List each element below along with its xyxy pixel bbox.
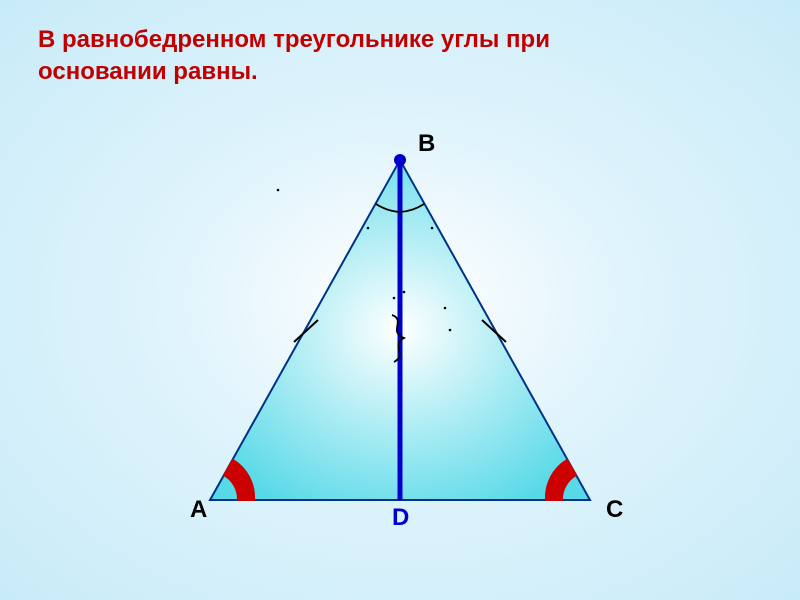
label-b: B: [418, 130, 435, 158]
theorem-title: В равнобедренном треугольнике углы при о…: [38, 24, 658, 89]
label-c: C: [606, 496, 623, 524]
triangle-svg: [170, 120, 630, 550]
theorem-text: В равнобедренном треугольнике углы при о…: [38, 26, 550, 85]
triangle-diagram: A B C D: [170, 120, 630, 550]
vertex-b-point: [394, 154, 406, 166]
label-d: D: [392, 504, 409, 532]
label-a: A: [190, 496, 207, 524]
